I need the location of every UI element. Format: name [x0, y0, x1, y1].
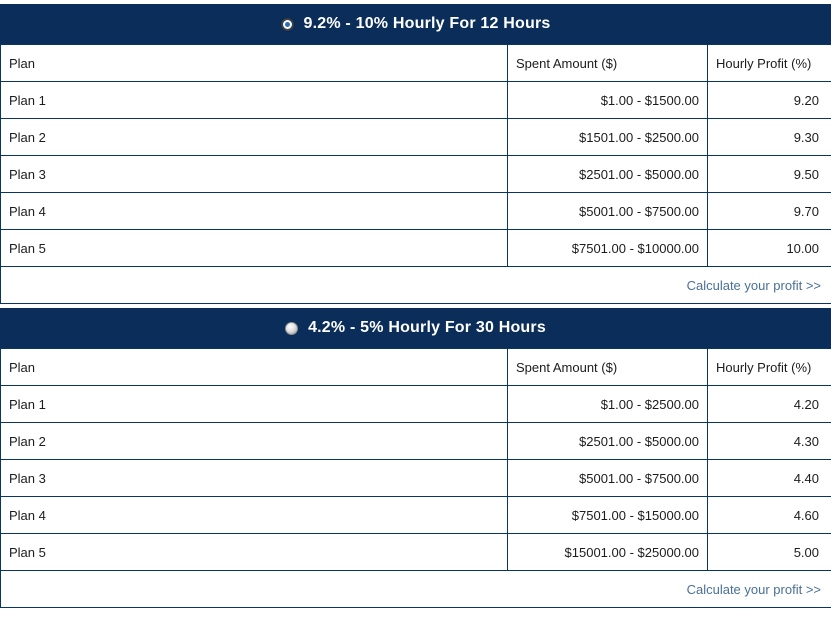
hourly-profit-cell: 9.20 — [707, 81, 831, 119]
hourly-profit-cell: 5.00 — [707, 533, 831, 571]
plan-section-hourly-30: 4.2% - 5% Hourly For 30 Hours Plan Spent… — [0, 308, 831, 608]
spent-amount-cell: $1501.00 - $2500.00 — [507, 118, 708, 156]
calc-profit-cell: Calculate your profit >> — [0, 266, 831, 304]
column-header-profit: Hourly Profit (%) — [707, 348, 831, 386]
calc-profit-cell: Calculate your profit >> — [0, 570, 831, 608]
spent-amount-cell: $7501.00 - $15000.00 — [507, 496, 708, 534]
plan-name-cell: Plan 4 — [0, 192, 508, 230]
plan-name-cell: Plan 1 — [0, 81, 508, 119]
plan-radio-icon[interactable] — [280, 17, 294, 31]
hourly-profit-cell: 4.40 — [707, 459, 831, 497]
plan-section-title: 4.2% - 5% Hourly For 30 Hours — [308, 319, 546, 336]
plan-name-cell: Plan 2 — [0, 118, 508, 156]
table-row: Plan 3 $5001.00 - $7500.00 4.40 — [0, 459, 831, 497]
column-header-amount: Spent Amount ($) — [507, 44, 708, 82]
table-row: Plan 3 $2501.00 - $5000.00 9.50 — [0, 155, 831, 193]
plan-name-cell: Plan 5 — [0, 229, 508, 267]
plan-radio-icon[interactable] — [285, 321, 299, 335]
calculate-profit-link[interactable]: Calculate your profit >> — [686, 581, 821, 597]
table-row: Plan 4 $5001.00 - $7500.00 9.70 — [0, 192, 831, 230]
table-row: Plan 1 $1.00 - $1500.00 9.20 — [0, 81, 831, 119]
hourly-profit-cell: 9.30 — [707, 118, 831, 156]
hourly-profit-cell: 9.50 — [707, 155, 831, 193]
table-row: Plan 2 $2501.00 - $5000.00 4.30 — [0, 422, 831, 460]
plan-name-cell: Plan 5 — [0, 533, 508, 571]
investment-plans-panel: 9.2% - 10% Hourly For 12 Hours Plan Spen… — [0, 4, 831, 608]
plan-name-cell: Plan 4 — [0, 496, 508, 534]
plan-section-hourly-12: 9.2% - 10% Hourly For 12 Hours Plan Spen… — [0, 4, 831, 304]
plan-name-cell: Plan 2 — [0, 422, 508, 460]
table-footer-row: Calculate your profit >> — [0, 266, 831, 304]
spent-amount-cell: $7501.00 - $10000.00 — [507, 229, 708, 267]
hourly-profit-cell: 4.60 — [707, 496, 831, 534]
table-footer-row: Calculate your profit >> — [0, 570, 831, 608]
table-header-row: Plan Spent Amount ($) Hourly Profit (%) — [0, 348, 831, 386]
hourly-profit-cell: 10.00 — [707, 229, 831, 267]
table-row: Plan 5 $7501.00 - $10000.00 10.00 — [0, 229, 831, 267]
plan-table: Plan Spent Amount ($) Hourly Profit (%) … — [0, 44, 831, 304]
table-row: Plan 1 $1.00 - $2500.00 4.20 — [0, 385, 831, 423]
plan-section-header: 9.2% - 10% Hourly For 12 Hours — [0, 4, 831, 44]
plan-section-title: 9.2% - 10% Hourly For 12 Hours — [303, 15, 551, 32]
spent-amount-cell: $2501.00 - $5000.00 — [507, 155, 708, 193]
spent-amount-cell: $5001.00 - $7500.00 — [507, 192, 708, 230]
spent-amount-cell: $1.00 - $1500.00 — [507, 81, 708, 119]
plan-section-header: 4.2% - 5% Hourly For 30 Hours — [0, 308, 831, 348]
hourly-profit-cell: 4.20 — [707, 385, 831, 423]
hourly-profit-cell: 9.70 — [707, 192, 831, 230]
hourly-profit-cell: 4.30 — [707, 422, 831, 460]
plan-name-cell: Plan 3 — [0, 459, 508, 497]
table-row: Plan 5 $15001.00 - $25000.00 5.00 — [0, 533, 831, 571]
spent-amount-cell: $5001.00 - $7500.00 — [507, 459, 708, 497]
column-header-plan: Plan — [0, 348, 508, 386]
table-row: Plan 4 $7501.00 - $15000.00 4.60 — [0, 496, 831, 534]
spent-amount-cell: $15001.00 - $25000.00 — [507, 533, 708, 571]
spent-amount-cell: $2501.00 - $5000.00 — [507, 422, 708, 460]
table-row: Plan 2 $1501.00 - $2500.00 9.30 — [0, 118, 831, 156]
column-header-amount: Spent Amount ($) — [507, 348, 708, 386]
calculate-profit-link[interactable]: Calculate your profit >> — [686, 277, 821, 293]
plan-table: Plan Spent Amount ($) Hourly Profit (%) … — [0, 348, 831, 608]
plan-name-cell: Plan 1 — [0, 385, 508, 423]
table-header-row: Plan Spent Amount ($) Hourly Profit (%) — [0, 44, 831, 82]
spent-amount-cell: $1.00 - $2500.00 — [507, 385, 708, 423]
plan-name-cell: Plan 3 — [0, 155, 508, 193]
column-header-plan: Plan — [0, 44, 508, 82]
column-header-profit: Hourly Profit (%) — [707, 44, 831, 82]
